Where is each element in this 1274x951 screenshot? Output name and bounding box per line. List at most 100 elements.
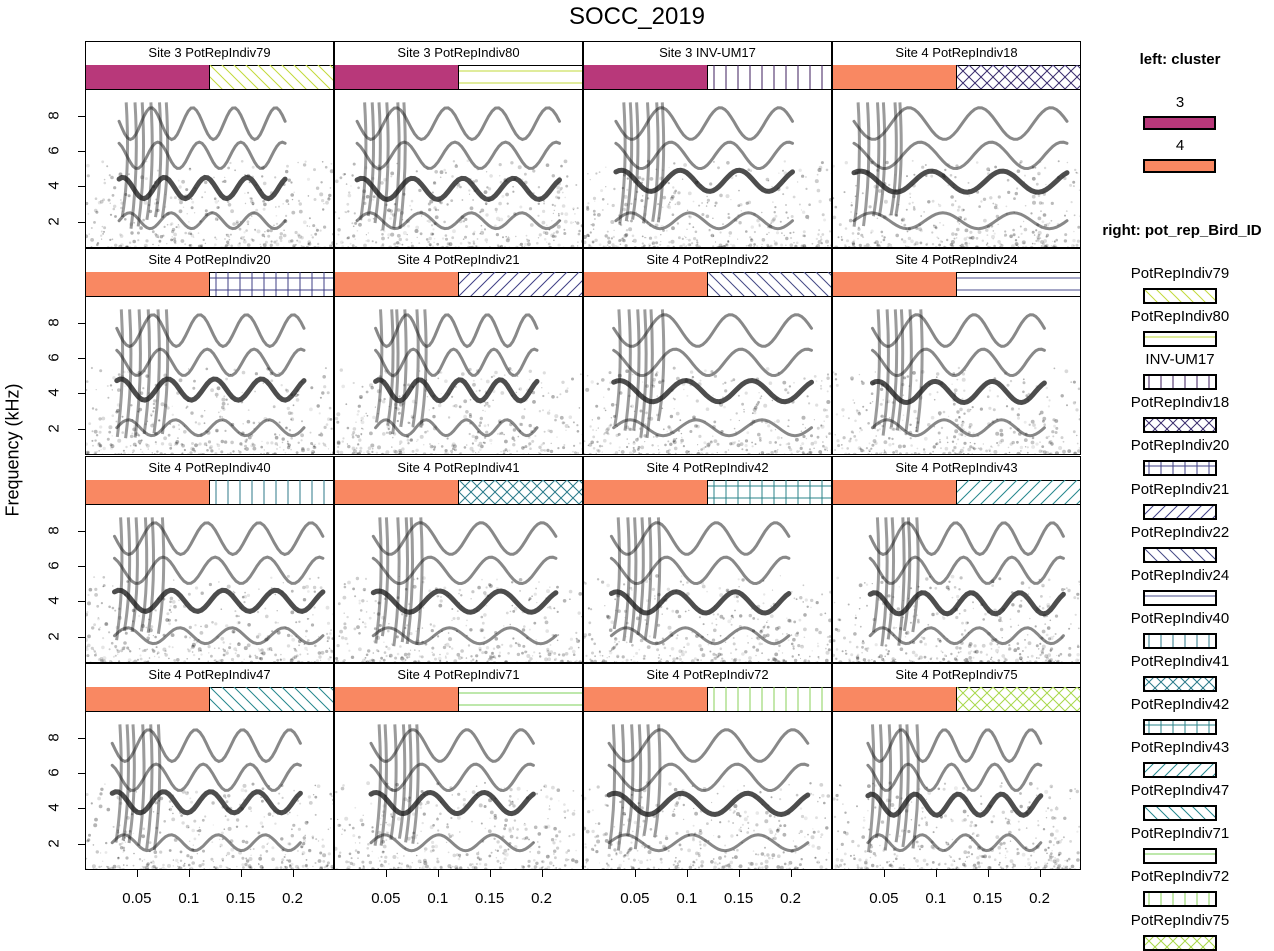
panel-annotation-bar: [833, 65, 1080, 90]
panel-strip-label: Site 4 PotRepIndiv20: [86, 249, 333, 273]
harmonic-band: [873, 315, 1045, 347]
x-tick-mark: [490, 870, 491, 877]
panel-annotation-bar: [584, 272, 831, 297]
y-tick-mark: [78, 186, 85, 187]
bird-pattern-block: [210, 65, 334, 89]
legend-bird-swatch: [1143, 460, 1217, 476]
y-tick-mark: [78, 151, 85, 152]
spectrogram-panel: Site 4 PotRepIndiv24: [832, 248, 1081, 455]
legend-bird-label: PotRepIndiv72: [1120, 868, 1240, 885]
legend-bird-label: PotRepIndiv71: [1120, 825, 1240, 842]
x-tick-label: 0.05: [366, 890, 406, 907]
x-tick-mark: [241, 870, 242, 877]
bird-pattern-block: [957, 480, 1081, 504]
x-tick-mark: [293, 870, 294, 877]
panel-strip-label: Site 4 PotRepIndiv75: [833, 664, 1080, 688]
x-tick-label: 0.15: [719, 890, 759, 907]
spectrogram-image: [584, 90, 831, 248]
onset-sweep: [891, 309, 896, 427]
harmonic-band: [376, 380, 537, 401]
onset-sweep: [879, 102, 884, 216]
y-tick-label: 2: [46, 211, 63, 231]
spectrogram-panel: Site 4 PotRepIndiv22: [583, 248, 832, 455]
onset-sweep: [400, 102, 405, 228]
harmonic-band: [609, 835, 808, 851]
bird-pattern-block: [210, 687, 334, 711]
y-tick-label: 8: [46, 312, 63, 332]
legend-bird-swatch: [1143, 805, 1217, 821]
panel-strip-label: Site 4 PotRepIndiv22: [584, 249, 831, 273]
chart-title: SOCC_2019: [0, 3, 1274, 31]
spectrogram-noise: [833, 575, 1080, 663]
spectrogram-image: [584, 297, 831, 455]
onset-sweep: [154, 724, 159, 850]
harmonic-band: [112, 764, 300, 790]
x-tick-mark: [386, 870, 387, 877]
cluster-color-block: [335, 65, 459, 89]
cluster-color-block: [833, 687, 957, 711]
x-tick-mark: [635, 870, 636, 877]
y-tick-mark: [78, 222, 85, 223]
bird-pattern-block: [957, 687, 1081, 711]
panel-strip-label: Site 4 PotRepIndiv47: [86, 664, 333, 688]
panel-strip-label: Site 4 PotRepIndiv43: [833, 457, 1080, 481]
spectrogram-noise: [833, 367, 1080, 455]
legend-bird-swatch: [1143, 891, 1217, 907]
harmonic-band: [870, 523, 1063, 555]
onset-sweep: [122, 102, 127, 217]
onset-sweep: [874, 309, 879, 429]
y-axis-label: Frequency (kHz): [3, 397, 24, 517]
spectrogram-image: [86, 505, 333, 663]
x-tick-mark: [791, 870, 792, 877]
legend-bird-label: PotRepIndiv41: [1120, 653, 1240, 670]
panel-strip-label: Site 4 PotRepIndiv41: [335, 457, 582, 481]
cluster-color-block: [335, 272, 459, 296]
onset-sweep: [883, 309, 888, 435]
spectrogram-image: [335, 505, 582, 663]
panel-strip-label: Site 4 PotRepIndiv72: [584, 664, 831, 688]
onset-sweep: [654, 517, 659, 638]
bird-pattern-block: [459, 687, 583, 711]
bird-pattern-block: [708, 65, 832, 89]
bird-pattern-block: [957, 272, 1081, 296]
legend-bird-swatch: [1143, 288, 1217, 304]
harmonic-band: [376, 349, 537, 375]
onset-sweep: [375, 724, 380, 845]
spectrogram-image: [584, 505, 831, 663]
legend-cluster-label: 4: [1140, 137, 1220, 154]
y-tick-mark: [78, 358, 85, 359]
x-tick-label: 0.2: [522, 890, 562, 907]
bird-pattern-block: [210, 480, 334, 504]
panel-annotation-bar: [86, 272, 333, 297]
x-tick-label: 0.1: [418, 890, 458, 907]
cluster-color-block: [584, 687, 708, 711]
x-tick-mark: [137, 870, 138, 877]
y-tick-label: 8: [46, 520, 63, 540]
x-tick-mark: [1040, 870, 1041, 877]
harmonic-band: [611, 557, 789, 583]
legend-bird-label: PotRepIndiv42: [1120, 696, 1240, 713]
cluster-color-block: [584, 272, 708, 296]
spectrogram-panel: Site 4 PotRepIndiv43: [832, 456, 1081, 663]
onset-sweep: [162, 102, 167, 217]
y-tick-label: 6: [46, 555, 63, 575]
y-tick-label: 4: [46, 383, 63, 403]
harmonic-band: [373, 557, 556, 583]
x-tick-label: 0.1: [667, 890, 707, 907]
spectrogram-panel: Site 4 PotRepIndiv20: [85, 248, 334, 455]
onset-sweep: [375, 102, 380, 223]
legend-bird-label: PotRepIndiv21: [1120, 481, 1240, 498]
cluster-color-block: [86, 272, 210, 296]
legend-bird-swatch: [1143, 848, 1217, 864]
onset-sweep: [147, 724, 152, 849]
onset-sweep: [417, 517, 422, 645]
harmonic-band: [868, 764, 1041, 790]
spectrogram-panel: Site 3 PotRepIndiv79: [85, 41, 334, 248]
legend-bird-swatch: [1143, 633, 1217, 649]
cluster-color-block: [86, 480, 210, 504]
x-tick-label: 0.05: [615, 890, 655, 907]
harmonic-band: [611, 523, 789, 555]
spectrogram-panel: Site 4 PotRepIndiv47: [85, 663, 334, 870]
legend-bird-swatch: [1143, 331, 1217, 347]
panel-annotation-bar: [86, 687, 333, 712]
